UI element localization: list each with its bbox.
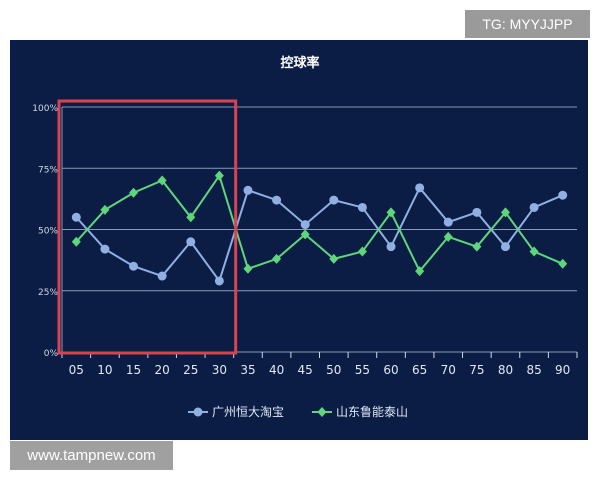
data-point bbox=[386, 242, 396, 252]
y-tick-label: 0% bbox=[44, 349, 59, 359]
data-point bbox=[329, 253, 339, 264]
x-tick-label: 90 bbox=[555, 363, 570, 377]
data-point bbox=[500, 242, 510, 252]
data-point bbox=[71, 236, 81, 247]
data-point bbox=[415, 183, 425, 193]
x-tick-label: 15 bbox=[126, 363, 141, 377]
data-point bbox=[129, 187, 139, 198]
x-tick-label: 35 bbox=[240, 363, 255, 377]
series-line-1 bbox=[75, 186, 564, 284]
data-point bbox=[100, 244, 110, 254]
y-tick-label: 100% bbox=[32, 104, 58, 114]
x-tick-label: 80 bbox=[498, 363, 513, 377]
data-point bbox=[272, 253, 282, 264]
x-tick-label: 10 bbox=[97, 363, 112, 377]
data-point bbox=[472, 241, 482, 252]
x-tick-label: 70 bbox=[441, 363, 456, 377]
x-tick-label: 50 bbox=[326, 363, 341, 377]
data-point bbox=[357, 202, 367, 212]
data-point bbox=[214, 276, 224, 286]
x-tick-label: 30 bbox=[212, 363, 227, 377]
data-point bbox=[157, 175, 167, 186]
x-tick-label: 45 bbox=[298, 363, 313, 377]
data-point bbox=[214, 170, 224, 181]
x-tick-label: 05 bbox=[69, 363, 84, 377]
watermark-tg: TG: MYYJJPP bbox=[465, 10, 590, 38]
data-point bbox=[329, 195, 339, 205]
data-point bbox=[472, 207, 482, 217]
data-point bbox=[186, 212, 196, 223]
data-point bbox=[272, 195, 282, 205]
data-point bbox=[386, 207, 396, 218]
data-point bbox=[558, 190, 568, 200]
data-point bbox=[157, 271, 167, 281]
x-tick-label: 55 bbox=[355, 363, 370, 377]
data-point bbox=[529, 202, 539, 212]
x-tick-label: 85 bbox=[526, 363, 541, 377]
y-tick-label: 50% bbox=[38, 227, 58, 237]
data-point bbox=[186, 237, 196, 247]
data-point bbox=[100, 204, 110, 215]
data-point bbox=[357, 246, 367, 257]
y-tick-label: 25% bbox=[38, 288, 58, 298]
x-tick-label: 60 bbox=[383, 363, 398, 377]
data-point bbox=[129, 261, 139, 271]
legend-label: 广州恒大淘宝 bbox=[212, 405, 284, 419]
data-point bbox=[243, 263, 253, 274]
x-tick-label: 75 bbox=[469, 363, 484, 377]
series-line-2 bbox=[75, 173, 564, 273]
chart-title: 控球率 bbox=[280, 55, 319, 71]
x-tick-label: 65 bbox=[412, 363, 427, 377]
legend-marker bbox=[193, 407, 203, 417]
x-tick-label: 25 bbox=[183, 363, 198, 377]
data-point bbox=[529, 246, 539, 257]
data-point bbox=[300, 229, 310, 240]
data-point bbox=[300, 220, 310, 230]
legend-marker bbox=[317, 407, 327, 417]
legend-label: 山东鲁能泰山 bbox=[336, 405, 408, 419]
data-point bbox=[415, 266, 425, 277]
watermark-site: www.tampnew.com bbox=[10, 441, 173, 470]
data-point bbox=[558, 258, 568, 269]
data-point bbox=[243, 185, 253, 195]
data-point bbox=[500, 207, 510, 218]
x-tick-label: 40 bbox=[269, 363, 284, 377]
data-point bbox=[443, 231, 453, 242]
y-tick-label: 75% bbox=[38, 165, 58, 175]
data-point bbox=[71, 212, 81, 222]
data-point bbox=[443, 217, 453, 227]
highlight-box bbox=[57, 99, 238, 355]
x-tick-label: 20 bbox=[154, 363, 169, 377]
